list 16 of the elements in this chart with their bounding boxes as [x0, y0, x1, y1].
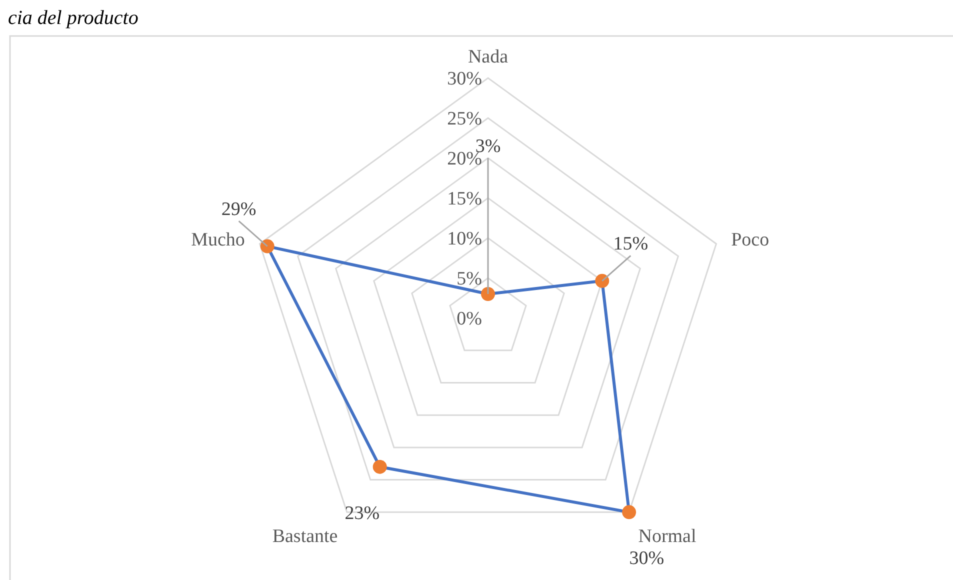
- y-tick-label: 30%: [447, 68, 482, 90]
- chart-title: cia del producto: [8, 7, 138, 29]
- spoke-label: Bastante: [272, 526, 338, 547]
- spoke-label: Nada: [468, 46, 509, 68]
- y-tick-label: 10%: [447, 228, 482, 250]
- spoke-label: Normal: [638, 526, 696, 547]
- data-label: 29%: [221, 199, 256, 220]
- data-label: 15%: [613, 234, 648, 255]
- spoke-label: Poco: [731, 230, 770, 251]
- data-label: 23%: [344, 502, 380, 524]
- y-tick-label: 5%: [456, 268, 482, 290]
- y-tick-label: 0%: [456, 308, 482, 330]
- spoke-label: Mucho: [191, 230, 245, 251]
- y-tick-label: 25%: [447, 108, 482, 130]
- data-label: 30%: [629, 548, 664, 570]
- y-tick-label: 15%: [447, 188, 482, 210]
